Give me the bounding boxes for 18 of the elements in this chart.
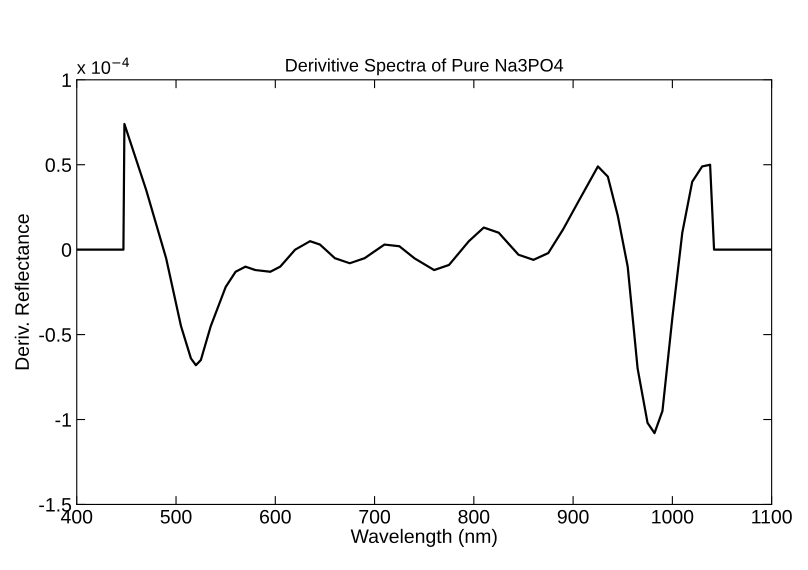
- x-tick-label: 900: [558, 510, 589, 524]
- y-tick-label: -1: [55, 413, 71, 427]
- x-tick-label: 500: [160, 510, 192, 524]
- y-tick-label: 0.5: [46, 158, 72, 172]
- y-axis-title: Deriv. Reflectance: [14, 214, 29, 370]
- x-axis-title: Wavelength (nm): [350, 528, 497, 547]
- chart-title: Derivitive Spectra of Pure Na3PO4: [286, 58, 564, 76]
- x-tick-label: 1000: [652, 510, 694, 524]
- y-tick-label: -0.5: [39, 328, 72, 342]
- y-tick-label: -1.5: [39, 498, 72, 512]
- x-tick-label: 400: [60, 510, 92, 524]
- x-tick-label: 800: [458, 510, 490, 524]
- y-tick-label: 0: [62, 243, 72, 257]
- y-tick-label: 1: [62, 73, 71, 87]
- text: x 10$^{−4}$: [76, 58, 129, 74]
- x-tick-label: 600: [260, 510, 291, 524]
- x-tick-label: 700: [359, 510, 390, 524]
- x-tick-label: 1100: [752, 510, 792, 524]
